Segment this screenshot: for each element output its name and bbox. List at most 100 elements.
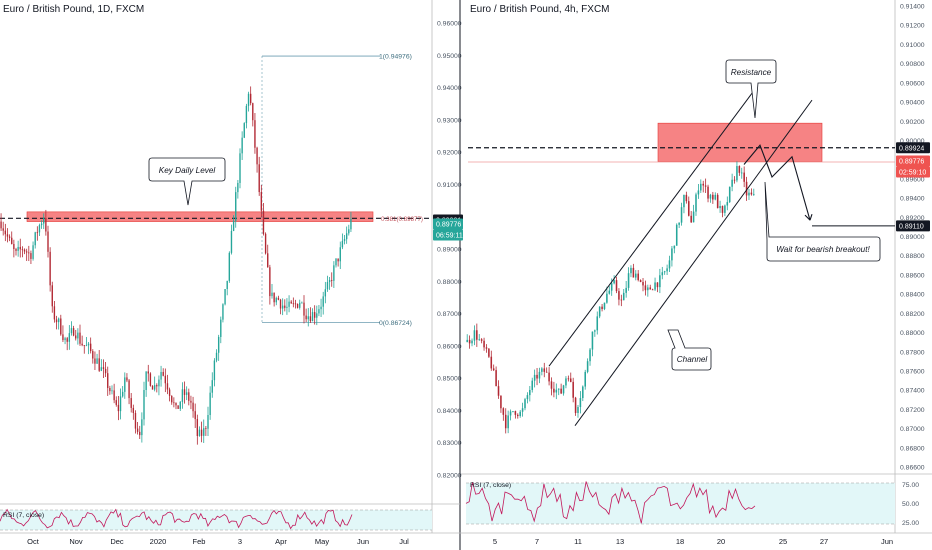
left-rsi-line xyxy=(0,508,353,530)
left-candle xyxy=(19,246,21,250)
right-time-label: 13 xyxy=(616,537,624,546)
right-tag-current: 0.89776 xyxy=(899,159,924,166)
left-price-label: 0.91000 xyxy=(437,182,462,189)
right-candle xyxy=(687,201,690,216)
right-candle xyxy=(704,185,707,187)
left-pane-title: Euro / British Pound, 1D, FXCM xyxy=(3,4,145,15)
left-candle xyxy=(143,389,145,420)
left-candle xyxy=(126,377,128,381)
right-candle xyxy=(615,280,618,292)
right-price-label: 0.90600 xyxy=(900,80,925,87)
right-candle xyxy=(663,271,666,273)
right-candle xyxy=(485,347,488,349)
right-candle xyxy=(736,166,738,181)
right-candle xyxy=(642,282,644,286)
right-candle xyxy=(466,339,468,343)
left-candle xyxy=(224,289,226,305)
right-candle xyxy=(545,371,548,373)
left-candle xyxy=(211,380,213,393)
left-candle xyxy=(134,413,137,429)
right-candle xyxy=(714,194,717,200)
right-candle xyxy=(555,389,558,393)
left-candle xyxy=(66,338,68,342)
left-candle xyxy=(273,292,275,303)
left-candle xyxy=(269,267,271,297)
left-candle xyxy=(232,220,235,231)
right-candle xyxy=(509,411,512,416)
left-candle xyxy=(158,379,160,387)
left-candle xyxy=(132,407,135,414)
right-tag-target: 0.89110 xyxy=(899,224,924,231)
right-candle xyxy=(671,248,673,261)
breakout-callout-text: Wait for bearish breakout! xyxy=(776,245,870,254)
left-candle xyxy=(21,249,24,251)
left-candle xyxy=(339,247,341,262)
right-price-label: 0.89600 xyxy=(900,176,925,183)
left-candle xyxy=(307,316,309,320)
right-candle xyxy=(606,293,608,303)
left-candle xyxy=(107,373,109,388)
right-candle xyxy=(659,275,661,288)
left-candle xyxy=(53,306,56,320)
left-price-label: 0.85000 xyxy=(437,376,462,383)
left-candle xyxy=(64,338,66,341)
left-candle xyxy=(196,419,199,436)
right-rsi-axis-label: 75.00 xyxy=(902,482,919,489)
right-rsi-axis-label: 50.00 xyxy=(902,501,919,508)
right-candle xyxy=(521,408,524,412)
right-candle xyxy=(724,205,726,213)
left-candle xyxy=(258,164,260,193)
right-tag-target-bg xyxy=(896,220,930,232)
left-tag-countdown-bg xyxy=(433,229,463,241)
right-candle xyxy=(579,398,582,408)
left-candle xyxy=(28,252,30,254)
left-tag-countdown: 06:59:11 xyxy=(436,233,463,240)
right-candle xyxy=(594,330,596,332)
left-tag-current: 0.89776 xyxy=(436,222,461,229)
right-candle xyxy=(497,386,500,396)
left-price-label: 0.93000 xyxy=(437,117,462,124)
channel-upper-line xyxy=(548,90,755,367)
left-candle xyxy=(237,182,239,193)
right-pane-title: Euro / British Pound, 4h, FXCM xyxy=(470,4,610,15)
left-candle xyxy=(220,319,222,337)
left-candle xyxy=(215,352,218,361)
right-candle xyxy=(753,193,755,195)
left-candle xyxy=(96,358,98,364)
right-candle xyxy=(601,306,603,310)
right-candle xyxy=(548,372,550,382)
left-candle xyxy=(177,405,179,409)
right-tag-resistance: 0.89924 xyxy=(899,145,924,152)
left-price-label: 0.96000 xyxy=(437,21,462,28)
right-candle xyxy=(495,370,497,387)
right-price-label: 0.89400 xyxy=(900,196,925,203)
left-candle xyxy=(252,103,254,121)
left-time-label: Dec xyxy=(110,537,124,546)
left-candle xyxy=(8,236,11,238)
left-candle xyxy=(121,391,124,397)
left-candle xyxy=(115,400,117,405)
right-candle xyxy=(519,411,521,417)
right-candle xyxy=(531,380,534,390)
right-candle xyxy=(543,368,546,372)
projection-arrowhead xyxy=(804,213,813,221)
right-candle xyxy=(702,183,705,186)
left-time-label: 3 xyxy=(238,537,242,546)
left-candle xyxy=(62,334,64,341)
right-time-label: 25 xyxy=(779,537,787,546)
right-price-label: 0.88200 xyxy=(900,311,925,318)
left-candle xyxy=(113,390,115,401)
left-candle xyxy=(205,428,207,429)
right-candle xyxy=(716,194,719,209)
left-candle xyxy=(40,223,43,226)
right-candle xyxy=(598,306,601,317)
left-price-label: 0.86000 xyxy=(437,343,462,350)
right-candle xyxy=(620,299,623,301)
fib-mid-label: 0.381(0.89877) xyxy=(381,216,423,223)
left-time-label: Jun xyxy=(357,537,369,546)
left-tag-current-bg xyxy=(433,218,463,230)
right-candle xyxy=(490,356,493,369)
left-candle xyxy=(119,396,122,412)
right-candle xyxy=(644,285,647,291)
